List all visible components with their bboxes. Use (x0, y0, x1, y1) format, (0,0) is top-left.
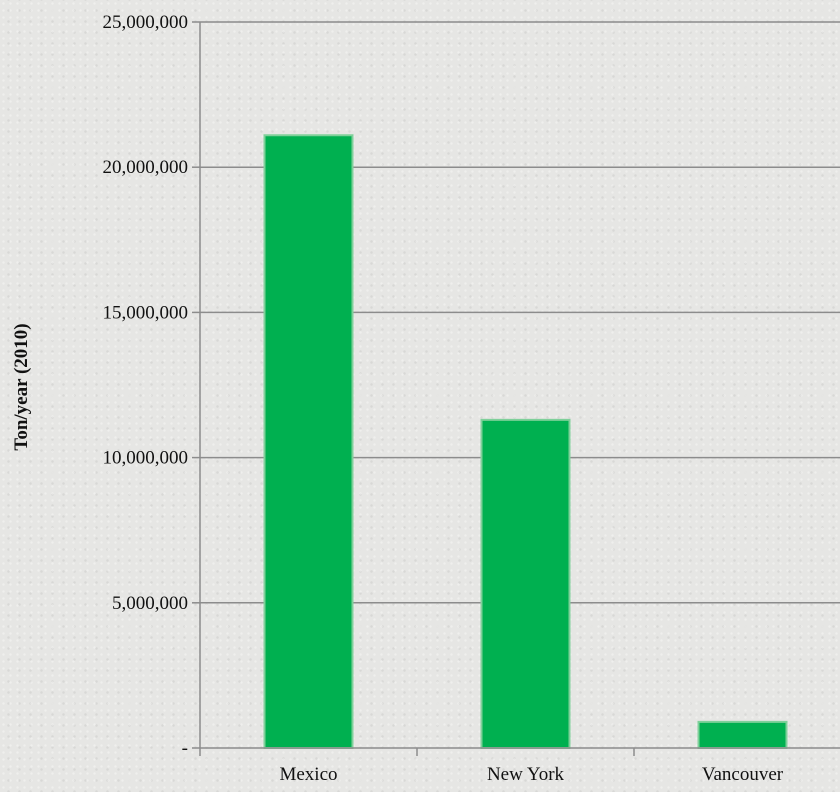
axes (192, 21, 840, 756)
y-tick-label: 25,000,000 (103, 12, 189, 33)
bar (697, 720, 788, 750)
y-tick-label: - (182, 738, 188, 759)
y-axis-title: Ton/year (2010) (11, 323, 32, 450)
y-tick-label: 15,000,000 (103, 302, 189, 323)
x-tick-label: Vancouver (702, 764, 784, 785)
tick-labels: - 5,000,000 10,000,000 15,000,000 20,000,000… (103, 12, 784, 785)
x-tick-label: Mexico (279, 764, 337, 785)
bar (480, 418, 571, 749)
y-tick-label: 5,000,000 (112, 593, 188, 614)
y-tick-label: 10,000,000 (103, 448, 189, 469)
x-tick-label: New York (487, 764, 565, 785)
y-tick-label: 20,000,000 (103, 157, 189, 178)
bar (263, 134, 354, 750)
bars (263, 134, 788, 750)
